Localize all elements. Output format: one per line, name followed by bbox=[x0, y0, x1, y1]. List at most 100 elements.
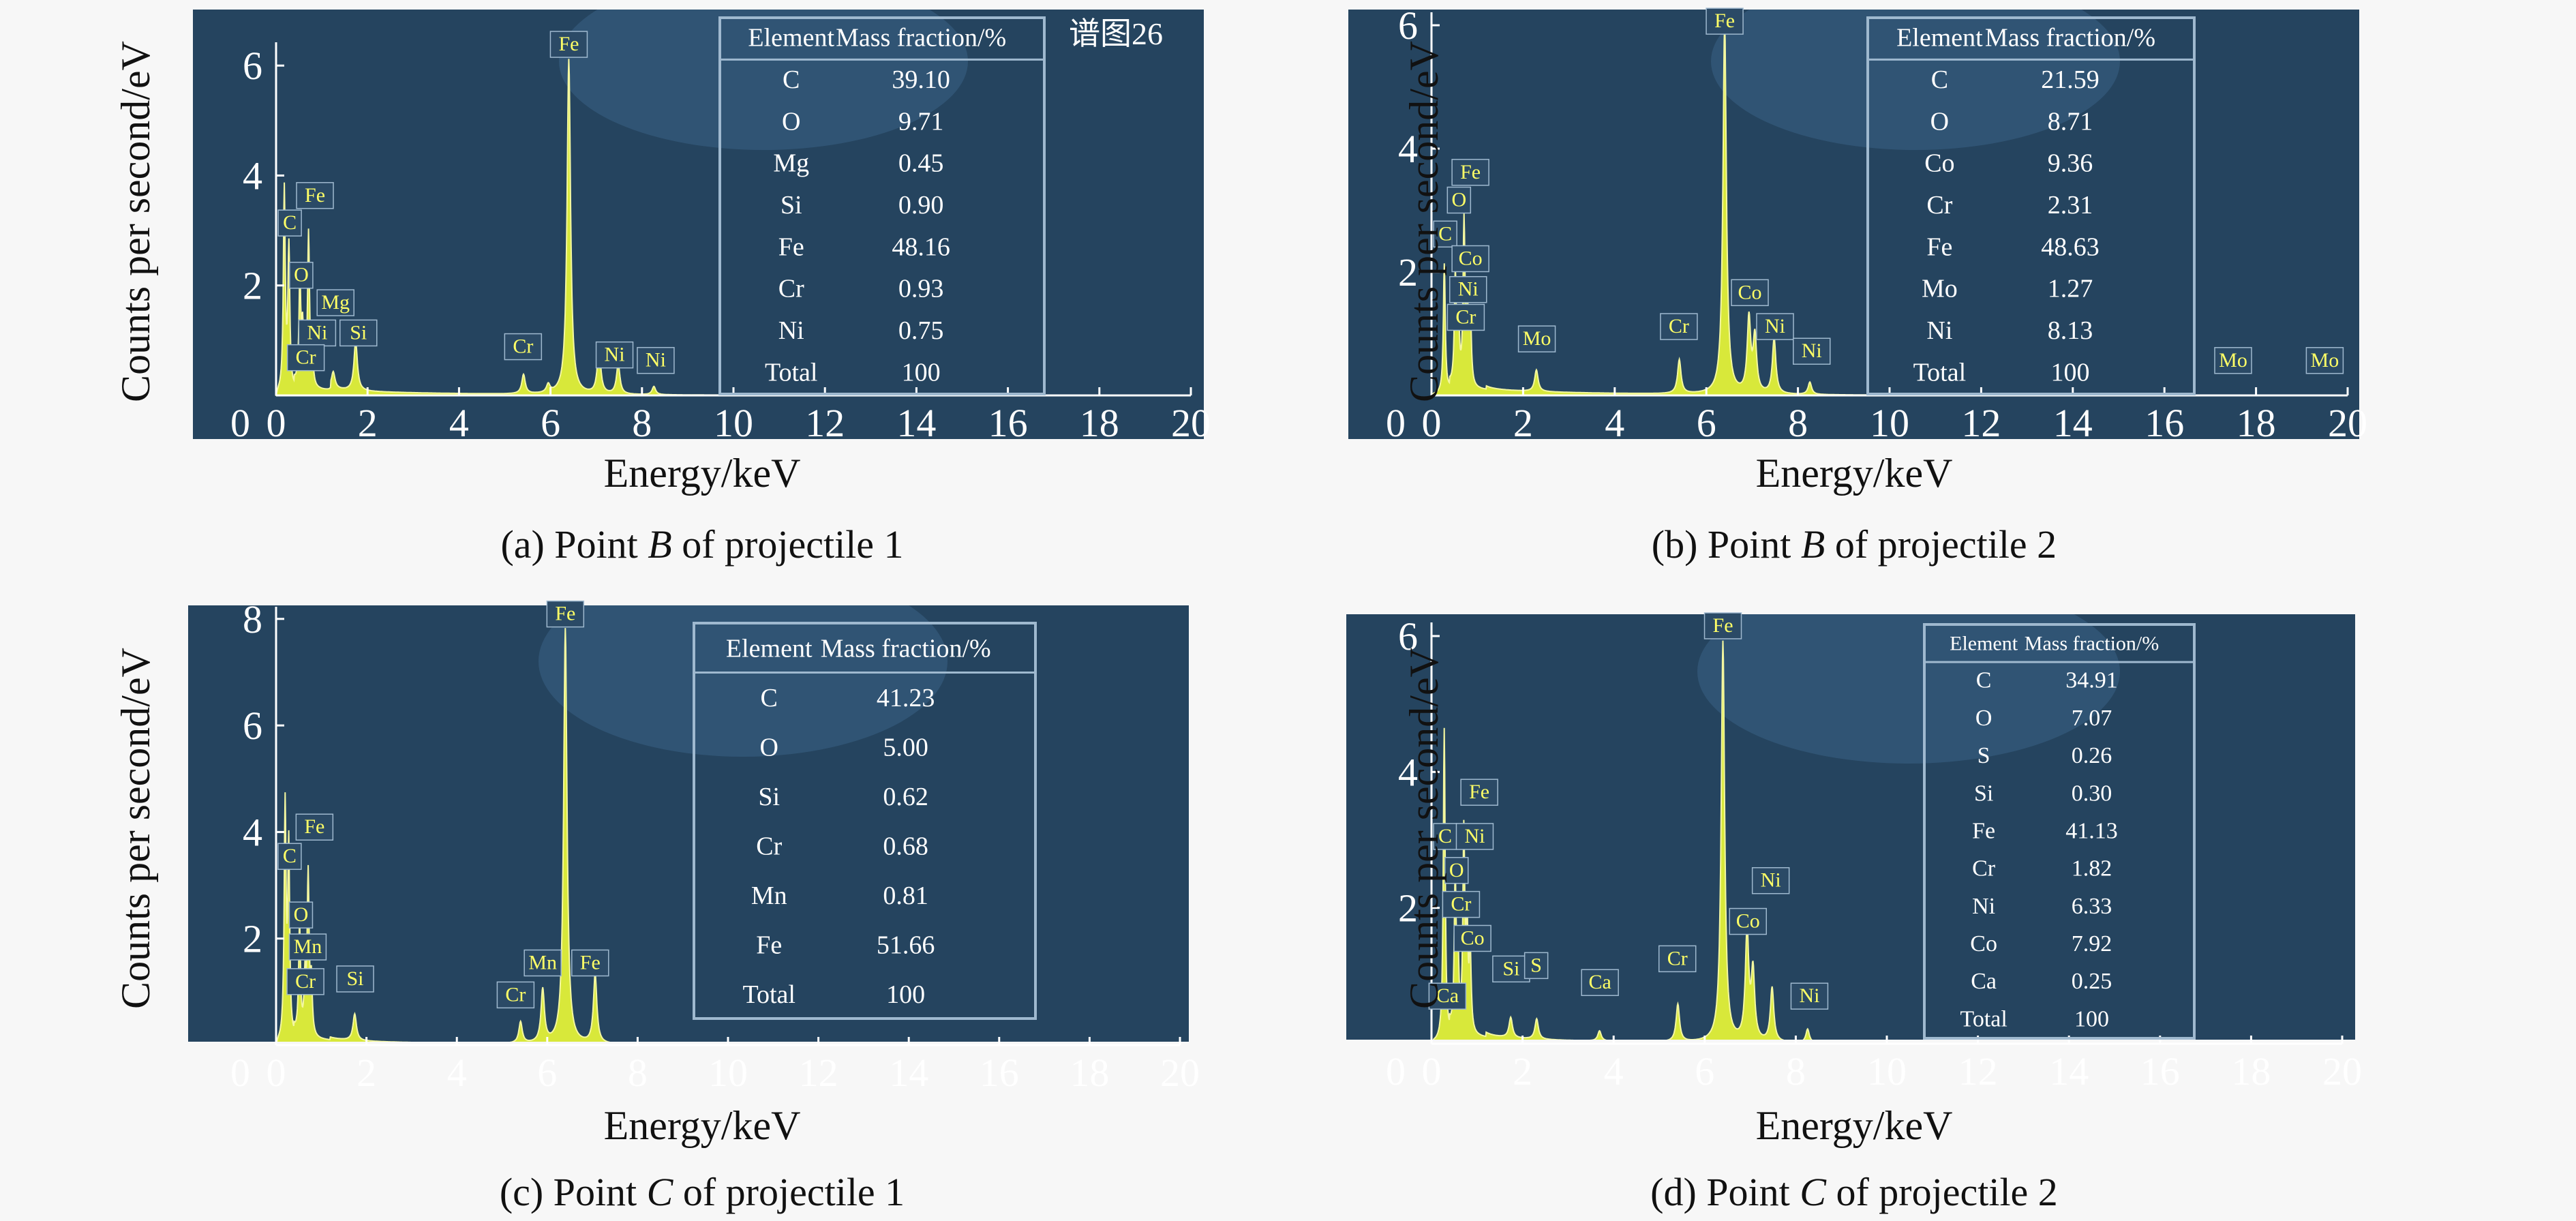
peak-tag-box-d-6 bbox=[1453, 924, 1491, 952]
x-tick-label-c-2: 4 bbox=[447, 1051, 467, 1095]
table-cell-fraction-a-2: 0.45 bbox=[898, 149, 944, 178]
table-cell-element-d-1: O bbox=[1975, 706, 1992, 731]
peak-tag-box-c-3 bbox=[288, 901, 314, 929]
peak-tag-d-12: Co bbox=[1736, 910, 1760, 933]
table-cell-element-a-6: Ni bbox=[778, 316, 804, 345]
y-tick-label-a-1: 4 bbox=[243, 153, 262, 198]
peak-tag-c-6: Si bbox=[347, 967, 364, 990]
table-cell-element-c-0: C bbox=[761, 684, 778, 712]
x-tick-label-d-4: 8 bbox=[1786, 1049, 1806, 1094]
x-tick-label-d-9: 18 bbox=[2231, 1049, 2271, 1094]
table-header-element-a: Element bbox=[748, 24, 834, 52]
table-cell-fraction-c-5: 51.66 bbox=[877, 931, 935, 959]
peak-tag-box-d-1 bbox=[1460, 779, 1498, 806]
y-tick-label-b-1: 4 bbox=[1398, 127, 1418, 171]
x-tick-label-a-0: 0 bbox=[267, 401, 286, 445]
table-cell-fraction-d-6: 6.33 bbox=[2072, 894, 2112, 919]
x-tick-label-b-9: 18 bbox=[2237, 401, 2276, 445]
peak-tag-b-8: Cr bbox=[1669, 315, 1689, 337]
table-header-element-d: Element bbox=[1950, 633, 2018, 655]
peak-tag-c-7: Cr bbox=[505, 983, 526, 1006]
peak-tag-box-b-1 bbox=[1451, 159, 1489, 186]
peak-tag-d-13: Ni bbox=[1761, 869, 1781, 892]
caption-b-suffix: of projectile 2 bbox=[1825, 522, 2057, 567]
table-cell-fraction-d-2: 0.26 bbox=[2072, 743, 2112, 768]
x-axis-label-b: Energy/keV bbox=[1755, 451, 1953, 496]
x-tick-label-c-8: 16 bbox=[980, 1051, 1019, 1095]
peak-tag-box-d-7 bbox=[1428, 982, 1467, 1010]
caption-a-suffix: of projectile 1 bbox=[671, 522, 904, 567]
table-cell-fraction-b-2: 9.36 bbox=[2048, 149, 2093, 178]
x-tick-label-c-10: 20 bbox=[1160, 1051, 1200, 1095]
x-tick-label-d-6: 12 bbox=[1958, 1049, 1998, 1094]
table-cell-element-c-4: Mn bbox=[751, 881, 787, 910]
peak-tag-d-14: Ni bbox=[1799, 984, 1819, 1007]
table-cell-element-b-4: Fe bbox=[1926, 232, 1952, 261]
x-tick-label-a-4: 8 bbox=[632, 401, 652, 445]
x-tick-label-d-5: 10 bbox=[1867, 1049, 1907, 1094]
peak-tag-c-4: Mn bbox=[294, 935, 322, 958]
table-cell-element-d-9: Total bbox=[1960, 1006, 2007, 1031]
peak-tag-a-9: Ni bbox=[605, 344, 625, 366]
table-header-fraction-a: Mass fraction/% bbox=[836, 24, 1006, 52]
table-cell-fraction-a-7: 100 bbox=[902, 358, 941, 387]
y-tick-label-b-zero: 0 bbox=[1386, 401, 1406, 445]
peak-tag-d-4: O bbox=[1449, 859, 1464, 881]
table-cell-element-a-5: Cr bbox=[778, 275, 804, 303]
peak-tag-box-d-5 bbox=[1442, 890, 1481, 918]
table-cell-fraction-a-6: 0.75 bbox=[898, 316, 944, 345]
peak-tag-a-7: Cr bbox=[296, 346, 316, 369]
y-tick-label-d-2: 6 bbox=[1398, 614, 1418, 659]
y-tick-label-a-zero: 0 bbox=[230, 401, 250, 445]
table-header-element-b: Element bbox=[1896, 24, 1983, 52]
peak-tag-c-1: Fe bbox=[304, 815, 324, 838]
glare-b bbox=[1711, 10, 2120, 150]
x-tick-label-a-8: 16 bbox=[988, 401, 1028, 445]
table-cell-element-a-3: Si bbox=[781, 191, 802, 220]
peak-tag-b-5: Ni bbox=[1458, 278, 1479, 301]
peak-tag-d-0: Fe bbox=[1713, 614, 1733, 637]
peak-tag-box-c-4 bbox=[288, 933, 327, 961]
peak-tag-b-12: Mo bbox=[2219, 349, 2247, 372]
table-cell-fraction-b-0: 21.59 bbox=[2041, 65, 2100, 94]
peak-tag-box-b-2 bbox=[1446, 186, 1472, 214]
x-tick-label-a-10: 20 bbox=[1171, 401, 1211, 445]
x-axis-label-c: Energy/keV bbox=[603, 1103, 801, 1148]
y-tick-label-c-0: 2 bbox=[243, 917, 262, 961]
table-cell-element-d-3: Si bbox=[1974, 781, 1993, 806]
peak-tag-box-d-9 bbox=[1524, 952, 1549, 980]
x-tick-label-b-1: 2 bbox=[1513, 401, 1533, 445]
peak-tag-box-b-12 bbox=[2214, 347, 2252, 374]
table-cell-fraction-c-6: 100 bbox=[886, 980, 925, 1009]
spectrum-id-label-a: 谱图26 bbox=[1069, 16, 1163, 51]
panel-a: 0 2 4 6 8 10 12 14 16 18 20 0 2 4 6 Fe Fe C O Mg Ni Si Cr Cr Ni N… bbox=[0, 0, 1288, 600]
table-cell-element-c-2: Si bbox=[758, 783, 780, 811]
spectrum-c bbox=[276, 628, 611, 1042]
peak-tag-a-0: Fe bbox=[558, 33, 579, 55]
table-cell-element-b-3: Cr bbox=[1926, 191, 1952, 220]
table-cell-fraction-b-5: 1.27 bbox=[2048, 275, 2093, 303]
peak-tag-c-8: Mn bbox=[528, 952, 557, 974]
plot-area-d bbox=[1432, 614, 2120, 1040]
x-tick-label-d-10: 20 bbox=[2322, 1049, 2362, 1094]
y-tick-label-a-2: 6 bbox=[243, 44, 262, 88]
table-cell-fraction-d-5: 1.82 bbox=[2072, 856, 2112, 881]
caption-a: (a) Point B of projectile 1 bbox=[293, 522, 1111, 567]
peak-tag-box-b-4 bbox=[1451, 245, 1489, 273]
plot-area-c bbox=[276, 605, 948, 1042]
x-tick-label-b-2: 4 bbox=[1605, 401, 1624, 445]
x-tick-label-b-8: 16 bbox=[2145, 401, 2184, 445]
table-cell-element-b-7: Total bbox=[1913, 358, 1967, 387]
peak-tag-c-5: Cr bbox=[295, 970, 316, 993]
peak-tag-box-b-8 bbox=[1660, 313, 1698, 340]
x-tick-label-a-5: 10 bbox=[714, 401, 753, 445]
peak-tag-a-4: Mg bbox=[321, 291, 350, 314]
peak-tag-d-9: S bbox=[1530, 954, 1542, 976]
caption-b: (b) Point B of projectile 2 bbox=[1445, 522, 2263, 567]
table-header-element-c: Element bbox=[726, 634, 813, 663]
peak-tag-b-9: Co bbox=[1738, 281, 1762, 303]
table-cell-element-b-5: Mo bbox=[1922, 275, 1958, 303]
peak-tag-box-b-10 bbox=[1756, 313, 1794, 340]
table-frame-c bbox=[693, 622, 1037, 1020]
